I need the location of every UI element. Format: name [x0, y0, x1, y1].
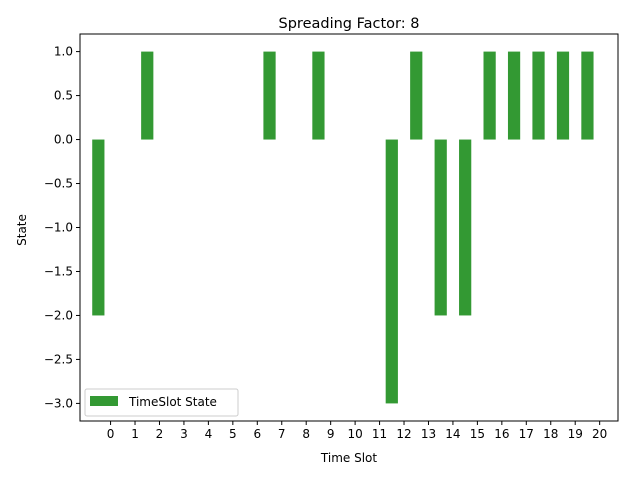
- x-tick-label: 15: [470, 427, 485, 441]
- legend-box: [84, 388, 239, 417]
- y-tick-label: −0.5: [44, 177, 73, 191]
- bar-group: [92, 51, 594, 404]
- y-tick-label: 1.0: [54, 45, 73, 59]
- x-tick-label: 5: [229, 427, 237, 441]
- bar: [312, 51, 325, 140]
- bar: [459, 139, 472, 316]
- tick-group: 0 1 2 3 4 5 6 7 8 9 10 11 12 13 14 15 16 17 18 19 201.00.50.…: [44, 45, 607, 441]
- bar: [507, 51, 521, 140]
- x-tick-label: 10: [347, 427, 362, 441]
- y-tick-label: −1.0: [44, 221, 73, 235]
- y-tick-label: 0.5: [54, 89, 73, 103]
- y-tick-label: 0.0: [54, 133, 73, 147]
- bar: [385, 139, 398, 404]
- plot-frame: [79, 33, 619, 422]
- x-tick-label: 13: [421, 427, 436, 441]
- y-axis-label: State: [15, 214, 29, 246]
- x-axis-label: Time Slot: [320, 451, 377, 465]
- x-tick-label: 12: [396, 427, 411, 441]
- y-tick-label: −3.0: [44, 396, 73, 410]
- legend-label: TimeSlot State: [128, 395, 217, 409]
- x-tick-label: 6: [253, 427, 261, 441]
- chart-title: Spreading Factor: 8: [279, 16, 420, 32]
- bar: [410, 51, 423, 140]
- bar: [141, 51, 154, 140]
- y-tick-label: −2.0: [44, 308, 73, 322]
- x-tick-label: 4: [205, 427, 213, 441]
- bar: [532, 51, 545, 140]
- x-tick-label: 16: [494, 427, 509, 441]
- bar: [556, 51, 570, 140]
- x-tick-label: 18: [543, 427, 558, 441]
- bar: [483, 51, 496, 140]
- x-tick-label: 0: [107, 427, 115, 441]
- x-tick-label: 8: [302, 427, 310, 441]
- y-tick-label: −1.5: [44, 264, 73, 278]
- x-tick-label: 2: [156, 427, 164, 441]
- bar: [92, 139, 105, 316]
- x-tick-label: 20: [592, 427, 607, 441]
- x-tick-label: 17: [519, 427, 534, 441]
- legend-swatch: [90, 396, 118, 406]
- x-tick-label: 14: [445, 427, 460, 441]
- x-tick-label: 19: [568, 427, 583, 441]
- bar: [434, 139, 447, 316]
- y-tick-label: −2.5: [44, 352, 73, 366]
- x-tick-label: 9: [327, 427, 335, 441]
- x-tick-label: 11: [372, 427, 387, 441]
- x-tick-label: 7: [278, 427, 286, 441]
- x-tick-label: 1: [131, 427, 139, 441]
- legend: TimeSlot State: [84, 388, 239, 417]
- bar: [263, 51, 276, 140]
- bar: [581, 51, 594, 140]
- x-tick-label: 3: [180, 427, 188, 441]
